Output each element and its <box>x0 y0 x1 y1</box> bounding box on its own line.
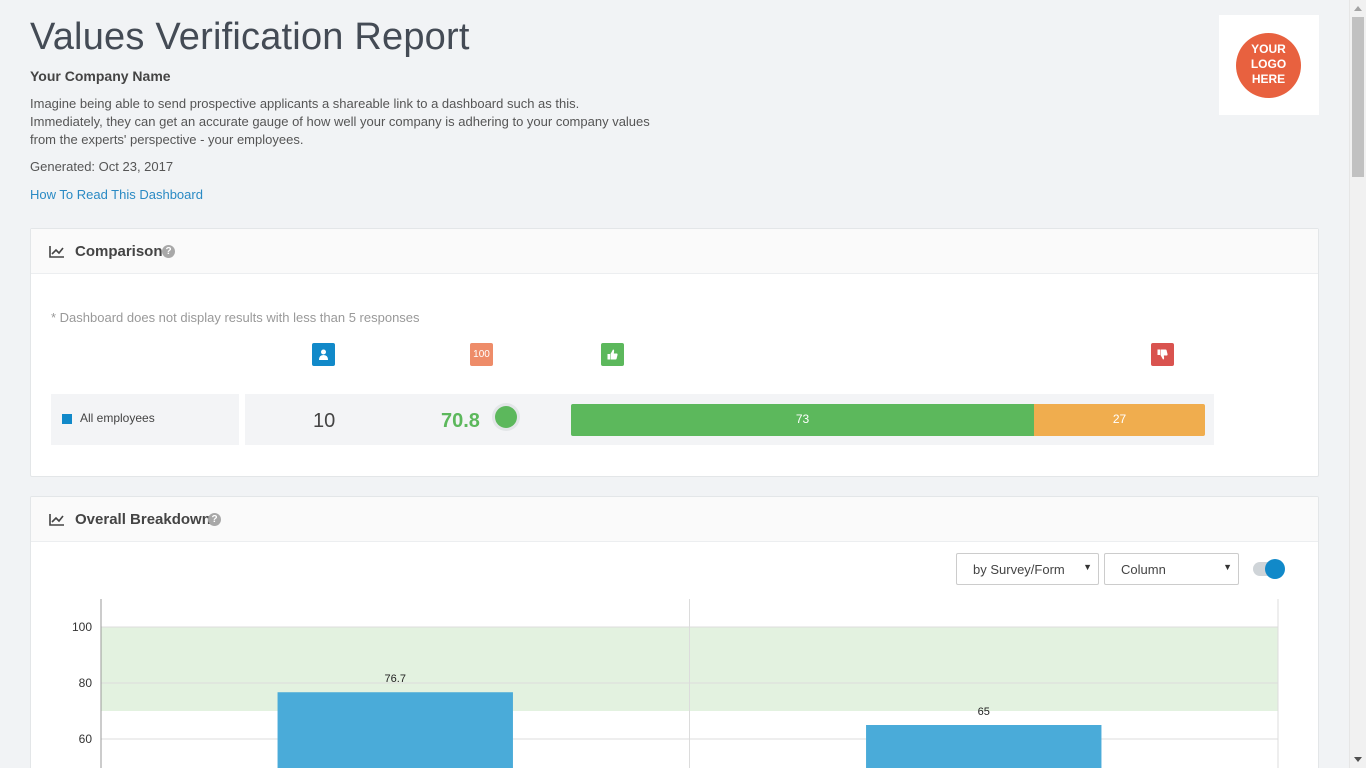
thumbs-down-icon <box>1151 343 1174 366</box>
how-to-read-link[interactable]: How To Read This Dashboard <box>30 187 203 202</box>
logo-placeholder: YOUR LOGO HERE <box>1236 33 1301 98</box>
respondent-count: 10 <box>313 410 336 432</box>
bar-value-label: 76.7 <box>385 673 406 685</box>
logo-line: HERE <box>1251 72 1286 86</box>
breakdown-chart: 100 80 60 76.7 65 <box>72 599 1279 768</box>
user-icon <box>312 343 335 366</box>
arrow-up-icon <box>1354 6 1362 11</box>
toggle-knob <box>1265 559 1285 579</box>
breakdown-panel: Overall Breakdown ? by Survey/Form ▼ Col… <box>30 496 1319 768</box>
generated-date: Generated: Oct 23, 2017 <box>30 159 174 174</box>
group-by-select[interactable]: by Survey/Form ▼ <box>956 553 1099 585</box>
scroll-thumb[interactable] <box>1352 17 1364 177</box>
chart-bar <box>866 725 1102 768</box>
thumbs-up-icon <box>601 343 624 366</box>
responses-note: * Dashboard does not display results wit… <box>51 310 420 325</box>
logo-line: LOGO <box>1250 57 1287 71</box>
score-icon: 100 <box>470 343 493 366</box>
score-value: 70.8 <box>441 410 480 432</box>
breakdown-title: Overall Breakdown <box>75 511 211 528</box>
scroll-down-button[interactable] <box>1350 751 1366 768</box>
y-tick-label: 60 <box>79 732 93 746</box>
comparison-header: Comparison ? <box>31 229 1318 274</box>
page-scrollbar[interactable] <box>1349 0 1366 768</box>
scroll-up-button[interactable] <box>1350 0 1366 17</box>
chevron-down-icon: ▼ <box>1083 562 1092 572</box>
chart-type-select[interactable]: Column ▼ <box>1104 553 1239 585</box>
line-chart-icon <box>49 514 64 526</box>
page-title: Values Verification Report <box>30 16 470 58</box>
chevron-down-icon: ▼ <box>1223 562 1232 572</box>
score-status-dot <box>495 406 517 428</box>
line-chart-icon <box>49 246 64 258</box>
chart-bar <box>277 692 513 768</box>
chart-toggle[interactable] <box>1253 559 1285 579</box>
company-logo: YOUR LOGO HERE <box>1219 15 1319 115</box>
company-name: Your Company Name <box>30 68 171 84</box>
comparison-row-label: All employees <box>51 394 239 445</box>
breakdown-header: Overall Breakdown ? <box>31 497 1318 542</box>
y-tick-label: 100 <box>72 620 92 634</box>
help-icon[interactable]: ? <box>162 245 175 258</box>
comparison-row: 10 70.8 73 27 <box>245 394 1214 445</box>
row-label: All employees <box>80 411 155 425</box>
negative-bar: 27 <box>1034 404 1205 436</box>
comparison-title: Comparison <box>75 243 163 260</box>
logo-line: YOUR <box>1251 42 1286 56</box>
bar-value-label: 65 <box>978 706 990 718</box>
chart-type-value: Column <box>1121 562 1166 577</box>
arrow-down-icon <box>1354 757 1362 762</box>
y-tick-label: 80 <box>79 676 93 690</box>
comparison-panel: Comparison ? * Dashboard does not displa… <box>30 228 1319 477</box>
group-by-value: by Survey/Form <box>973 562 1065 577</box>
positive-bar: 73 <box>571 404 1034 436</box>
help-icon[interactable]: ? <box>208 513 221 526</box>
series-swatch <box>62 414 72 424</box>
intro-text: Imagine being able to send prospective a… <box>30 96 650 147</box>
